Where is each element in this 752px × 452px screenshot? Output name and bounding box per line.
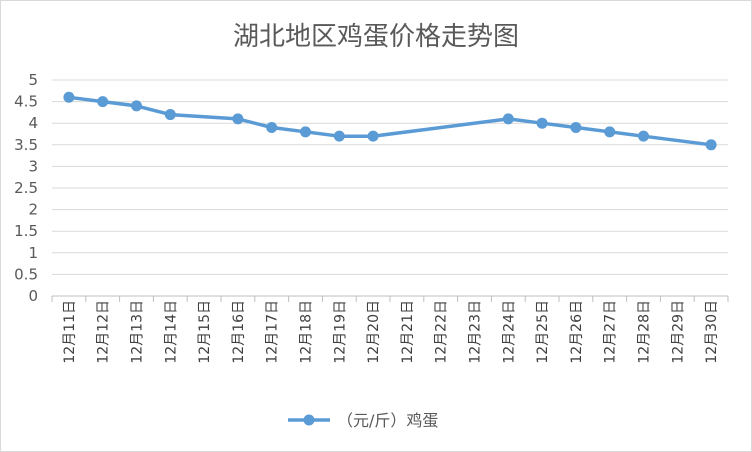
x-tick-label: 12月27日 <box>603 300 619 364</box>
y-tick-label: 3.5 <box>14 136 38 154</box>
data-point <box>502 113 514 125</box>
y-tick-label: 4.5 <box>14 93 38 111</box>
x-tick-label: 12月11日 <box>62 300 78 364</box>
x-tick-label: 12月26日 <box>569 300 585 364</box>
data-point <box>705 139 717 151</box>
data-point <box>131 100 142 112</box>
y-tick-label: 3 <box>28 157 38 175</box>
x-axis <box>51 295 729 302</box>
data-point <box>97 96 109 108</box>
data-point <box>638 130 649 142</box>
x-tick-label: 12月16日 <box>231 300 247 364</box>
x-tick-label: 12月14日 <box>163 300 179 364</box>
data-point <box>604 126 616 138</box>
data-point <box>164 109 176 121</box>
x-tick-label: 12月18日 <box>299 300 315 364</box>
data-point <box>536 117 548 129</box>
y-tick-label: 1.5 <box>14 222 38 240</box>
data-point <box>63 91 75 103</box>
data-point <box>333 130 345 142</box>
x-tick-label: 12月13日 <box>130 300 146 364</box>
series-line <box>67 95 713 147</box>
y-tick-label: 0 <box>28 287 38 305</box>
chart-title: 湖北地区鸡蛋价格走势图 <box>233 22 519 52</box>
x-tick-label: 12月25日 <box>535 300 551 364</box>
data-point <box>367 130 379 142</box>
data-point <box>300 126 311 138</box>
legend-label: （元/斤）鸡蛋 <box>337 411 438 430</box>
x-tick-label: 12月22日 <box>434 300 450 364</box>
y-tick-label: 2 <box>28 201 38 219</box>
y-tick-label: 2.5 <box>14 179 38 197</box>
x-tick-label: 12月17日 <box>265 300 281 364</box>
x-tick-label: 12月20日 <box>366 300 382 364</box>
x-tick-label: 12月19日 <box>332 300 348 364</box>
x-tick-label: 12月30日 <box>704 300 720 364</box>
x-axis-tick-labels: 12月11日 12月12日 12月13日 12月14日 12月15日 12月16日 12月1… <box>62 300 720 364</box>
series-egg-price <box>63 91 717 151</box>
data-point <box>570 122 582 134</box>
x-tick-label: 12月28日 <box>637 300 653 364</box>
y-tick-label: 5 <box>28 71 38 89</box>
x-tick-label: 12月21日 <box>400 300 416 364</box>
x-tick-label: 12月29日 <box>670 300 686 364</box>
y-tick-label: 0.5 <box>14 265 38 283</box>
x-tick-label: 12月23日 <box>468 300 484 364</box>
x-tick-label: 12月12日 <box>96 300 112 364</box>
legend: （元/斤）鸡蛋 <box>288 411 438 430</box>
y-tick-label: 1 <box>28 244 38 262</box>
gridlines <box>52 79 728 275</box>
data-point <box>266 122 278 134</box>
data-point <box>232 113 244 125</box>
y-tick-label: 4 <box>28 114 38 132</box>
x-tick-label: 12月24日 <box>501 300 517 364</box>
legend-marker <box>303 414 315 426</box>
x-tick-label: 12月15日 <box>197 300 213 364</box>
y-axis: 0 0.5 1 1.5 2 2.5 3 3.5 4 4.5 5 <box>14 71 38 305</box>
